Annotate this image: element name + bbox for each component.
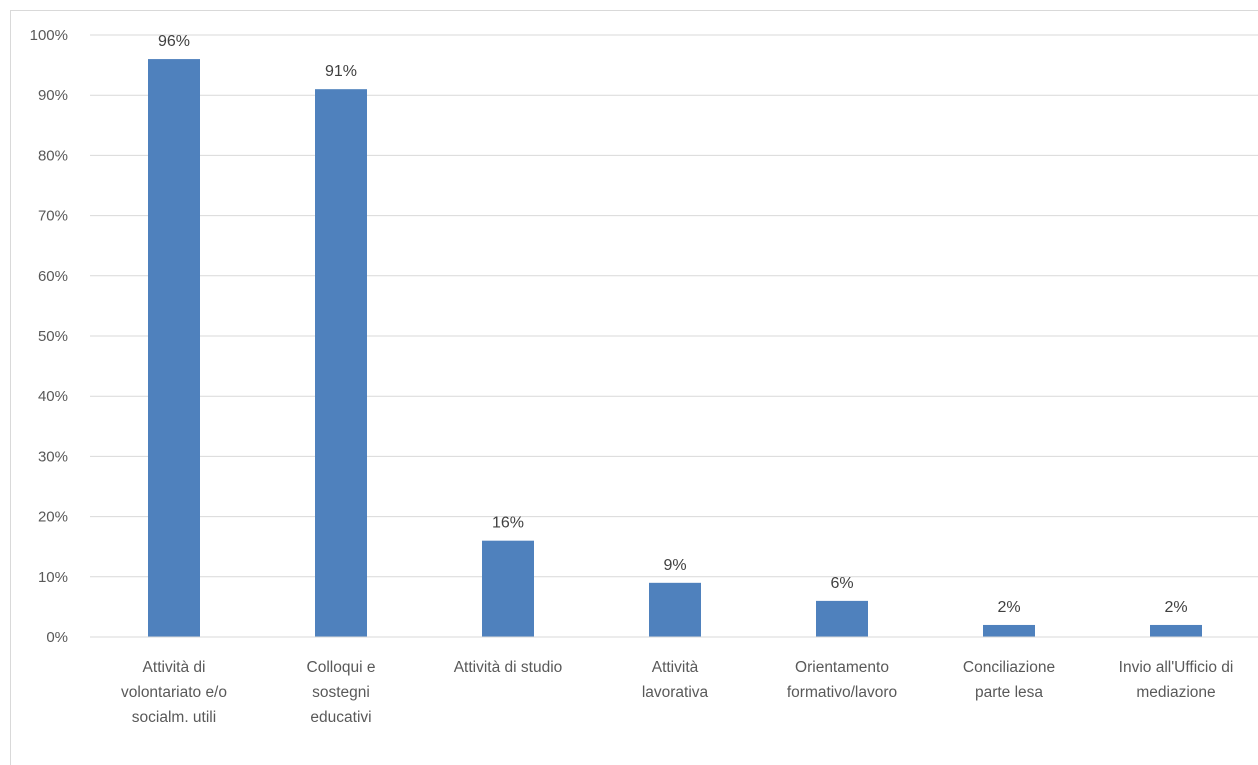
- x-category-label-line: sostegni: [312, 684, 370, 701]
- data-label: 9%: [663, 557, 686, 574]
- x-category-label-line: formativo/lavoro: [787, 684, 897, 701]
- bar: [148, 59, 200, 637]
- y-tick-label: 100%: [30, 27, 68, 44]
- x-category-label-line: mediazione: [1136, 684, 1215, 701]
- y-tick-label: 20%: [38, 509, 68, 526]
- x-category-label-line: Colloqui e: [307, 659, 376, 676]
- x-category-label-line: lavorativa: [642, 684, 709, 701]
- x-category-label: Invio all'Ufficio di mediazione: [1119, 659, 1234, 701]
- data-label: 96%: [158, 33, 190, 50]
- x-category-label: Attività di volontariato e/o socialm. util…: [121, 659, 227, 726]
- gridlines: [90, 34, 1258, 578]
- bar: [482, 540, 534, 637]
- x-category-label: Conciliazione parte lesa: [963, 659, 1055, 701]
- data-label: 2%: [997, 599, 1020, 616]
- chart-frame: [10, 10, 1258, 765]
- x-category-label-line: Attività di: [143, 659, 206, 676]
- y-tick-label: 30%: [38, 448, 68, 465]
- y-tick-label: 90%: [38, 87, 68, 104]
- x-category-label-line: Invio all'Ufficio di: [1119, 659, 1234, 676]
- x-category-label-line: volontariato e/o: [121, 684, 227, 701]
- data-labels: 96% 91% 16% 9% 6% 2% 2%: [158, 33, 1188, 616]
- x-category-label-line: Orientamento: [795, 659, 889, 676]
- x-category-label-line: educativi: [310, 709, 371, 726]
- x-category-label: Orientamento formativo/lavoro: [787, 659, 897, 701]
- bar: [649, 582, 701, 637]
- y-tick-label: 70%: [38, 208, 68, 225]
- x-category-label-line: Conciliazione: [963, 659, 1055, 676]
- y-tick-label: 60%: [38, 268, 68, 285]
- x-category-label-line: Attività: [652, 659, 699, 676]
- x-category-label: Attività lavorativa: [642, 659, 709, 701]
- x-category-label: Colloqui e sostegni educativi: [307, 659, 376, 726]
- y-tick-label: 80%: [38, 147, 68, 164]
- data-label: 16%: [492, 515, 524, 532]
- x-category-label-line: socialm. utili: [132, 709, 216, 726]
- x-category-label-line: parte lesa: [975, 684, 1043, 701]
- bar: [315, 89, 367, 638]
- y-tick-label: 50%: [38, 328, 68, 345]
- bars: [148, 59, 1202, 638]
- y-axis-tick-labels: 0% 10% 20% 30% 40% 50% 60% 70% 80% 90% 100%: [30, 27, 68, 646]
- x-axis-category-labels: Attività di volontariato e/o socialm. util…: [121, 659, 1233, 726]
- bar: [983, 624, 1035, 637]
- y-tick-label: 10%: [38, 569, 68, 586]
- data-label: 6%: [830, 575, 853, 592]
- y-tick-label: 40%: [38, 388, 68, 405]
- y-tick-label: 0%: [46, 629, 68, 646]
- data-label: 91%: [325, 63, 357, 80]
- x-category-label-line: Attività di studio: [454, 659, 563, 676]
- data-label: 2%: [1164, 599, 1187, 616]
- bar: [816, 600, 868, 637]
- bar: [1150, 624, 1202, 637]
- x-category-label: Attività di studio: [454, 659, 563, 676]
